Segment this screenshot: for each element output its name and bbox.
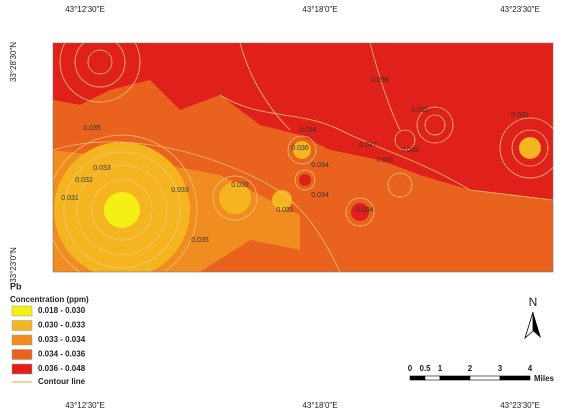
contour-label: 0.032 <box>75 177 93 184</box>
legend-label: 0.033 - 0.034 <box>38 335 86 344</box>
legend-subtitle: Concentration (ppm) <box>10 295 89 304</box>
scale-segment <box>410 376 425 380</box>
contour-label: 0.031 <box>276 207 294 214</box>
longitude-label: 43°18'0"E <box>302 401 337 410</box>
legend-swatch <box>12 350 32 360</box>
legend-label: 0.018 - 0.030 <box>38 306 86 315</box>
contour-label: 0.033 <box>93 165 111 172</box>
legend-label: 0.034 - 0.036 <box>38 350 86 359</box>
latitude-label: 33°28'30"N <box>9 42 18 82</box>
north-label: N <box>529 295 538 309</box>
longitude-label: 43°18'0"E <box>302 5 337 14</box>
scale-segment <box>440 376 470 380</box>
longitude-label: 43°12'30"E <box>65 5 105 14</box>
longitude-label: 43°23'30"E <box>500 401 540 410</box>
legend-title: Pb <box>10 281 22 291</box>
contour-label: 0.035 <box>191 237 209 244</box>
legend-swatch <box>12 364 32 374</box>
scale-segment <box>500 376 530 380</box>
map-area <box>47 22 560 285</box>
contour-label: 0.035 <box>83 125 101 132</box>
map-figure: 43°12'30"E 43°18'0"E 43°23'30"E 43°12'30"E 4… <box>0 0 569 417</box>
scale-tick: 4 <box>528 364 533 373</box>
scale-segment <box>470 376 500 380</box>
legend-label: Contour line <box>38 377 86 386</box>
contour-label: 0.031 <box>61 195 79 202</box>
scale-tick: 1 <box>438 364 443 373</box>
contour-label: 0.038 <box>371 77 389 84</box>
scale-tick: 3 <box>498 364 503 373</box>
scale-tick: 2 <box>468 364 473 373</box>
scale-segment <box>425 376 440 380</box>
contour-label: 0.034 <box>356 207 374 214</box>
min-zone <box>104 192 140 228</box>
north-arrow <box>525 312 541 338</box>
legend-label: 0.036 - 0.048 <box>38 364 86 373</box>
scale-unit: Miles <box>534 374 555 383</box>
longitude-label: 43°23'30"E <box>500 5 540 14</box>
legend-swatch <box>12 335 32 345</box>
contour-label: 0.033 <box>401 147 419 154</box>
legend-label: 0.030 - 0.033 <box>38 321 86 330</box>
high-spot <box>299 174 311 186</box>
legend-swatch <box>12 306 32 316</box>
contour-label: 0.036 <box>291 145 309 152</box>
contour-label: 0.035 <box>411 107 429 114</box>
contour-label: 0.034 <box>311 192 329 199</box>
legend-swatch <box>12 321 32 331</box>
contour-label: 0.035 <box>511 112 529 119</box>
low-zone <box>519 137 541 159</box>
contour-label: 0.034 <box>299 127 317 134</box>
contour-label: 0.037 <box>359 142 377 149</box>
contour-label: 0.033 <box>171 187 189 194</box>
contour-label: 0.034 <box>311 162 329 169</box>
longitude-label: 43°12'30"E <box>65 401 105 410</box>
scale-tick: 0 <box>408 364 413 373</box>
contour-label: 0.032 <box>231 182 249 189</box>
latitude-label: 33°23'0"N <box>9 247 18 283</box>
scale-tick: 0.5 <box>419 364 431 373</box>
contour-label: 0.031 <box>376 157 394 164</box>
